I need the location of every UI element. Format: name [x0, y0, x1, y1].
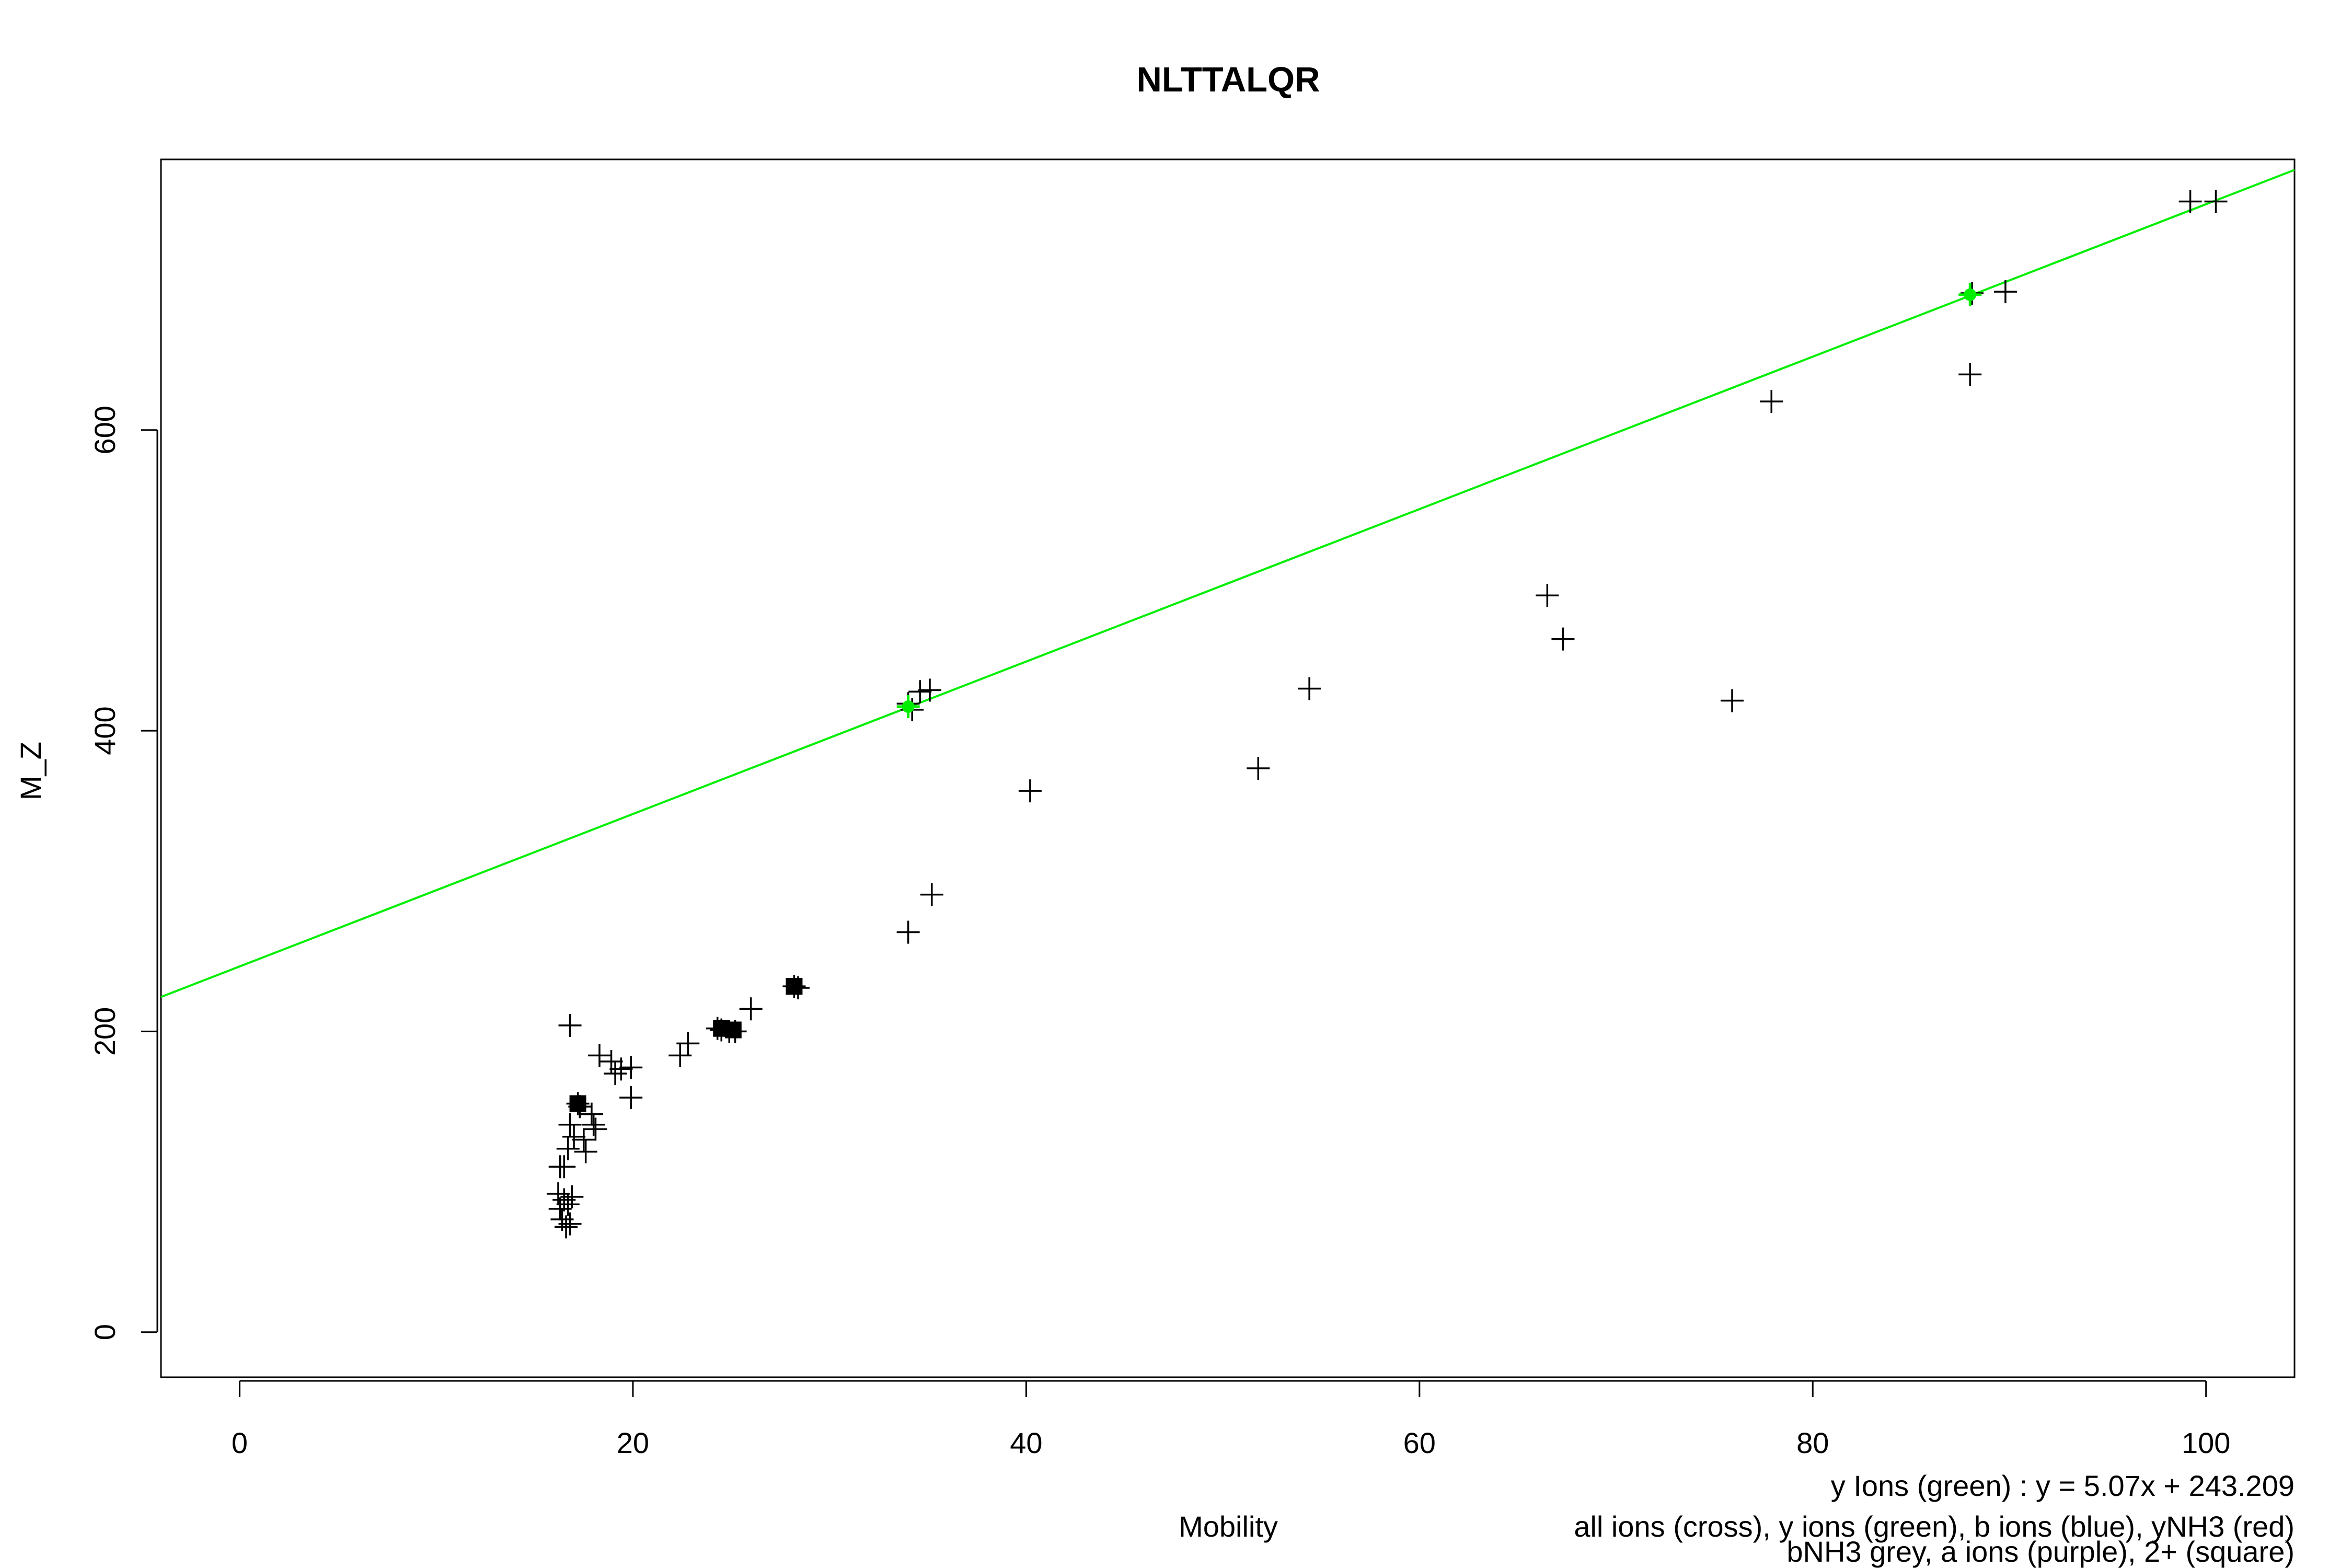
data-point-cross [555, 1215, 578, 1239]
y-tick-label: 200 [88, 1007, 121, 1056]
data-point-cross [558, 1113, 582, 1136]
data-point-y-ion [896, 695, 920, 719]
x-tick-label: 0 [232, 1426, 248, 1459]
x-axis-label: Mobility [1179, 1510, 1278, 1543]
data-point-cross [1993, 280, 2017, 304]
data-point-cross [739, 997, 763, 1021]
data-point-cross [580, 1102, 603, 1126]
y-axis-label: M_Z [14, 742, 47, 800]
data-point-cross [560, 1185, 584, 1208]
data-point-cross [619, 1056, 643, 1079]
axes-layer: 0 20 40 60 80 100 0 200 400 600 [88, 406, 2230, 1459]
x-tick-label: 20 [617, 1426, 649, 1459]
x-tick-label: 60 [1403, 1426, 1436, 1459]
data-point-cross [604, 1062, 627, 1085]
data-point-cross [546, 1182, 570, 1206]
data-point-cross [562, 1125, 586, 1148]
data-point-cross [584, 1117, 607, 1141]
data-point-cross [668, 1044, 692, 1067]
legend-annotation-2: bNH3 grey, a ions (purple), 2+ (square) [1786, 1535, 2295, 1568]
data-point-square [724, 1021, 742, 1039]
data-point-cross [676, 1032, 700, 1055]
data-point-cross [558, 1013, 582, 1037]
data-point-cross [582, 1113, 605, 1136]
data-point-y-ion [1958, 283, 1982, 306]
y-tick-label: 0 [88, 1324, 121, 1340]
x-tick-label: 80 [1796, 1426, 1829, 1459]
x-tick-label: 40 [1010, 1426, 1042, 1459]
data-point-cross [609, 1057, 633, 1081]
data-point-cross [619, 1086, 643, 1109]
y-ion-dot [1964, 288, 1977, 301]
y-ion-dot [902, 700, 915, 713]
data-point-cross [572, 1128, 595, 1151]
plot-frame [160, 158, 2296, 1378]
data-point-cross [1551, 627, 1575, 651]
data-point-cross [1536, 584, 1559, 607]
data-point-square [569, 1095, 586, 1112]
data-point-cross [1247, 757, 1270, 780]
y-tick-label: 600 [88, 406, 121, 454]
legend-annotation-1: all ions (cross), y ions (green), b ions… [1574, 1510, 2295, 1543]
data-point-cross [552, 1155, 576, 1179]
data-point-cross [1760, 390, 1783, 413]
fit-line [160, 169, 2295, 998]
data-point-cross [896, 920, 920, 944]
points-layer [546, 190, 2228, 1239]
data-point-cross [558, 1212, 582, 1236]
data-point-cross [587, 1044, 611, 1067]
y-tick-label: 400 [88, 706, 121, 755]
data-point-cross [908, 680, 932, 704]
data-point-cross [1018, 779, 1042, 803]
data-point-cross [918, 678, 942, 702]
data-point-cross [1298, 677, 1321, 700]
chart-title: NLTTALQR [1136, 60, 1320, 99]
fit-equation-annotation: y Ions (green) : y = 5.07x + 243.209 [1831, 1469, 2295, 1502]
data-point-cross [556, 1137, 580, 1160]
data-point-cross [574, 1140, 597, 1163]
data-point-cross [2204, 190, 2228, 213]
data-point-cross [2178, 190, 2202, 213]
x-tick-label: 100 [2182, 1426, 2230, 1459]
data-point-square [786, 978, 803, 995]
data-point-cross [1958, 363, 1982, 386]
data-point-cross [1721, 689, 1744, 712]
fit-line-layer [160, 169, 2295, 998]
data-point-cross [920, 883, 943, 906]
